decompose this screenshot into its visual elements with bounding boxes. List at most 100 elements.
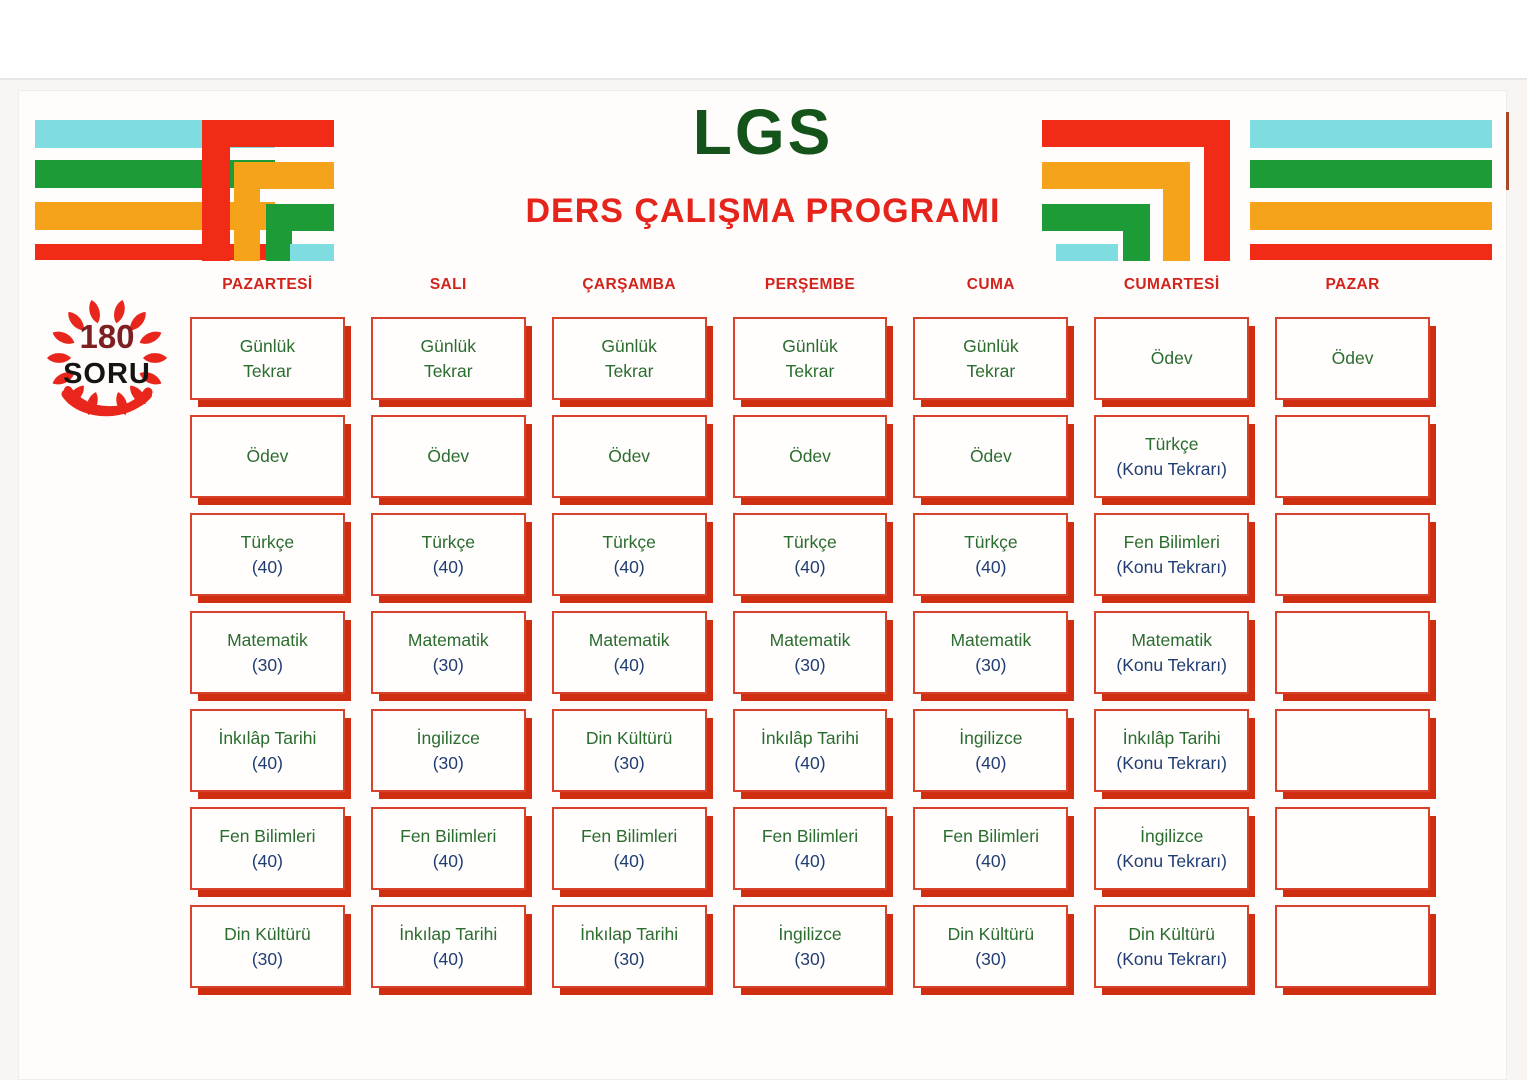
badge-label: SORU	[63, 358, 151, 390]
cell-subject: Din Kültürü	[947, 923, 1035, 944]
cell-note: (40)	[251, 752, 283, 773]
cell-note: (40)	[975, 850, 1007, 871]
schedule-cell-pazar-3	[1275, 513, 1430, 596]
schedule-cell-carsamba-6: Fen Bilimleri (40)	[551, 807, 707, 890]
page-title: LGS	[692, 96, 834, 168]
question-count-badge: 180 SORU	[38, 296, 176, 430]
schedule-cell-persembe-6: Fen Bilimleri (40)	[732, 807, 888, 890]
cell-note: (Konu Tekrarı)	[1116, 458, 1227, 479]
cell-subject: Din Kültürü	[585, 727, 673, 748]
schedule-cell-cumartesi-3: Fen Bilimleri (Konu Tekrarı)	[1094, 513, 1250, 596]
motif-red-bar	[202, 120, 334, 147]
schedule-cell-persembe-7: İngilizce (30)	[732, 905, 888, 988]
cell-subject: Matematik	[588, 629, 670, 650]
cell-subject: Din Kültürü	[224, 923, 311, 944]
schedule-cell-carsamba-2: Ödev	[551, 415, 707, 498]
cell-note: Tekrar	[785, 360, 835, 381]
schedule-cell-pazar-6	[1275, 807, 1430, 890]
motif-green-bar	[266, 204, 334, 231]
stripe-green-icon	[1250, 160, 1492, 188]
motif-orange-bar	[1042, 162, 1190, 189]
schedule-cell-persembe-4: Matematik (30)	[732, 611, 888, 694]
cell-note: (40)	[251, 556, 283, 577]
cell-note: (Konu Tekrarı)	[1116, 948, 1227, 969]
right-edge-line	[1506, 112, 1509, 190]
cell-subject: Matematik	[950, 629, 1032, 650]
cell-note: (40)	[432, 556, 464, 577]
cell-note: (30)	[794, 654, 826, 675]
cell-subject: Türkçe	[964, 531, 1018, 552]
cell-subject: Ödev	[246, 446, 289, 466]
cell-note: (Konu Tekrarı)	[1116, 556, 1227, 577]
day-header-pazar: PAZAR	[1325, 276, 1380, 293]
cell-subject: İnkılâp Tarihi	[218, 727, 317, 748]
cell-subject: Ödev	[1331, 348, 1374, 368]
cell-subject: İngilizce	[416, 727, 480, 748]
schedule-cell-pazartesi-3: Türkçe (40)	[190, 513, 345, 596]
schedule-cell-cuma-3: Türkçe (40)	[913, 513, 1069, 596]
cell-subject: Ödev	[427, 446, 470, 466]
cell-subject: Türkçe	[421, 531, 476, 552]
schedule-cell-persembe-5: İnkılâp Tarihi (40)	[732, 709, 888, 792]
laurel-wreath-icon: 180 SORU	[47, 298, 167, 417]
title-block: LGS DERS ÇALIŞMA PROGRAMI	[430, 100, 1096, 231]
cell-note: Tekrar	[604, 360, 654, 381]
schedule-cell-cumartesi-2: Türkçe (Konu Tekrarı)	[1094, 415, 1250, 498]
schedule-cell-pazar-2	[1275, 415, 1430, 498]
cell-subject: Günlük	[239, 335, 296, 356]
cell-note: (40)	[432, 850, 464, 871]
motif-cyan-bar	[290, 244, 334, 261]
cell-subject: Din Kültürü	[1128, 923, 1215, 944]
schedule-cell-sali-1: Günlük Tekrar	[370, 317, 526, 400]
cell-note: (30)	[975, 654, 1007, 675]
motif-green-bar	[1042, 204, 1150, 231]
cell-note: (Konu Tekrarı)	[1116, 752, 1227, 773]
schedule-cell-pazar-7	[1275, 905, 1430, 988]
schedule-cell-pazartesi-2: Ödev	[190, 415, 345, 498]
badge-number: 180	[79, 318, 134, 355]
schedule-cell-cuma-6: Fen Bilimleri (40)	[913, 807, 1069, 890]
stripe-orange-icon	[1250, 202, 1492, 230]
cell-note: (40)	[613, 850, 645, 871]
cell-note: (40)	[432, 948, 464, 969]
cell-note: (40)	[794, 850, 826, 871]
cell-subject: Fen Bilimleri	[1123, 531, 1220, 552]
stripe-red-icon	[1250, 244, 1492, 260]
cell-note: Tekrar	[966, 360, 1016, 381]
cell-subject: Fen Bilimleri	[580, 825, 678, 846]
day-header-cuma: CUMA	[966, 276, 1015, 293]
cell-subject: İngilizce	[1140, 825, 1204, 846]
cell-subject: Fen Bilimleri	[400, 825, 497, 846]
cell-subject: Türkçe	[602, 531, 656, 552]
day-header-persembe: PERŞEMBE	[764, 276, 856, 293]
schedule-cell-persembe-1: Günlük Tekrar	[732, 317, 888, 400]
schedule-cell-carsamba-7: İnkılap Tarihi (30)	[551, 905, 707, 988]
cell-subject: Matematik	[1131, 629, 1213, 650]
schedule-cell-cumartesi-5: İnkılâp Tarihi (Konu Tekrarı)	[1094, 709, 1250, 792]
cell-note: (Konu Tekrarı)	[1116, 850, 1227, 871]
schedule-cell-cuma-7: Din Kültürü (30)	[913, 905, 1069, 988]
day-header-cumartesi: CUMARTESİ	[1123, 276, 1220, 293]
motif-orange-bar	[234, 162, 334, 189]
cell-subject: Fen Bilimleri	[942, 825, 1039, 846]
schedule-cell-cumartesi-1: Ödev	[1094, 317, 1250, 400]
cell-note: (30)	[975, 948, 1007, 969]
schedule-cell-cumartesi-6: İngilizce (Konu Tekrarı)	[1094, 807, 1250, 890]
schedule-cell-carsamba-5: Din Kültürü (30)	[551, 709, 707, 792]
cell-note: (30)	[794, 948, 826, 969]
motif-red-bar	[1042, 120, 1230, 147]
cell-note: Tekrar	[243, 360, 292, 381]
schedule-cell-pazar-5	[1275, 709, 1430, 792]
schedule-cell-carsamba-1: Günlük Tekrar	[551, 317, 707, 400]
cell-note: (40)	[613, 556, 645, 577]
schedule-cell-persembe-2: Ödev	[732, 415, 888, 498]
cell-subject: Fen Bilimleri	[219, 825, 316, 846]
cell-subject: Türkçe	[240, 531, 295, 552]
cell-subject: İngilizce	[959, 727, 1023, 748]
cell-note: (40)	[794, 752, 826, 773]
schedule-cell-pazar-4	[1275, 611, 1430, 694]
schedule-cell-persembe-3: Türkçe (40)	[732, 513, 888, 596]
schedule-cell-pazartesi-6: Fen Bilimleri (40)	[190, 807, 345, 890]
schedule-cell-sali-7: İnkılap Tarihi (40)	[370, 905, 526, 988]
